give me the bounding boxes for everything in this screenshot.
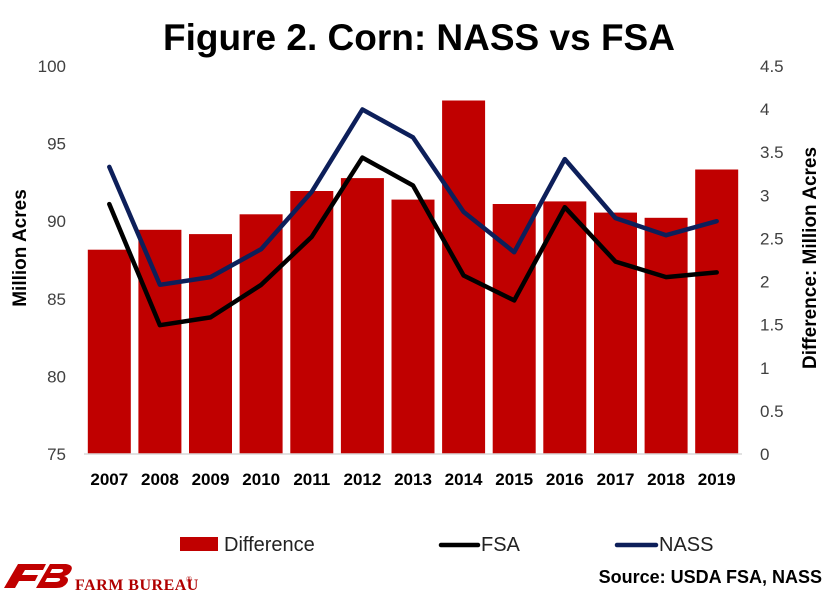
registered-mark: ®	[186, 575, 192, 584]
bar-difference-2007	[87, 249, 131, 454]
x-tick-label-2017: 2017	[597, 470, 635, 489]
farm-bureau-logo: FARM BUREAU ®	[4, 564, 199, 594]
right-axis-ticks: 0 0.5 1 1.5 2 2.5 3 3.5 4 4.5	[760, 57, 784, 464]
bar-difference-2013	[391, 199, 435, 454]
x-tick-label-2013: 2013	[394, 470, 432, 489]
y-tick-label-75: 75	[47, 445, 66, 464]
y-tick-label-100: 100	[38, 57, 66, 76]
bar-difference-2010	[239, 214, 283, 454]
y-tick-label-80: 80	[47, 367, 66, 386]
legend: Difference FSA NASS	[180, 534, 713, 556]
y2-tick-label-2: 2	[760, 273, 769, 292]
lines-layer	[107, 107, 719, 328]
y-tick-label-95: 95	[47, 135, 66, 154]
bar-difference-2018	[644, 217, 688, 454]
bar-difference-2012	[340, 178, 384, 454]
x-tick-label-2007: 2007	[90, 470, 128, 489]
bar-difference-2019	[695, 169, 739, 454]
x-tick-label-2015: 2015	[495, 470, 533, 489]
y2-tick-label-1.5: 1.5	[760, 316, 784, 335]
y-tick-label-90: 90	[47, 212, 66, 231]
x-tick-label-2012: 2012	[343, 470, 381, 489]
y2-tick-label-4.5: 4.5	[760, 57, 784, 76]
y2-axis-label: Difference: Million Acres	[800, 147, 821, 369]
y2-tick-label-3.5: 3.5	[760, 143, 784, 162]
x-tick-label-2016: 2016	[546, 470, 584, 489]
farm-bureau-mark-icon	[4, 564, 72, 588]
x-tick-label-2009: 2009	[192, 470, 230, 489]
x-tick-label-2019: 2019	[698, 470, 736, 489]
legend-swatch-difference	[180, 537, 218, 551]
farm-bureau-logo-text: FARM BUREAU	[75, 577, 199, 594]
source-note: Source: USDA FSA, NASS	[599, 567, 822, 587]
x-axis-ticks: 2007 2008 2009 2010 2011 2012 2013 2014 2015 2016…	[90, 470, 735, 489]
bar-difference-2015	[492, 204, 536, 454]
x-tick-label-2008: 2008	[141, 470, 179, 489]
bar-difference-2011	[290, 191, 334, 454]
y2-tick-label-3: 3	[760, 186, 769, 205]
bars-layer	[87, 100, 739, 454]
x-tick-label-2010: 2010	[242, 470, 280, 489]
chart-title: Figure 2. Corn: NASS vs FSA	[163, 17, 675, 58]
y2-tick-label-2.5: 2.5	[760, 229, 784, 248]
x-tick-label-2018: 2018	[647, 470, 685, 489]
y2-tick-label-0.5: 0.5	[760, 402, 784, 421]
legend-label-fsa: FSA	[481, 534, 521, 556]
y2-tick-label-0: 0	[760, 445, 769, 464]
y2-tick-label-4: 4	[760, 100, 769, 119]
x-tick-label-2011: 2011	[293, 470, 330, 489]
y-tick-label-85: 85	[47, 290, 66, 309]
left-axis-ticks: 75 80 85 90 95 100	[38, 57, 66, 464]
y2-tick-label-1: 1	[760, 359, 769, 378]
bar-difference-2017	[594, 212, 637, 454]
bar-difference-2008	[138, 229, 182, 454]
y-axis-label: Million Acres	[10, 189, 31, 307]
bar-difference-2016	[543, 201, 587, 454]
legend-label-difference: Difference	[224, 534, 315, 556]
x-tick-label-2014: 2014	[445, 470, 483, 489]
legend-label-nass: NASS	[659, 534, 713, 556]
